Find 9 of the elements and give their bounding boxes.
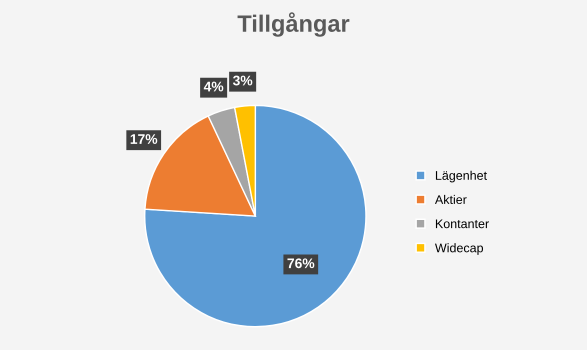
legend-label: Kontanter — [436, 219, 489, 228]
legend-label: Widecap — [434, 243, 484, 255]
data-label: 17% — [130, 134, 158, 144]
legend-label: Lägenhet — [436, 170, 487, 182]
data-label: 4% — [204, 82, 224, 92]
chart-title: Tillgångar — [238, 12, 350, 37]
legend-label: Aktier — [434, 194, 467, 204]
data-label: 3% — [232, 76, 252, 86]
data-label: 76% — [287, 258, 314, 268]
